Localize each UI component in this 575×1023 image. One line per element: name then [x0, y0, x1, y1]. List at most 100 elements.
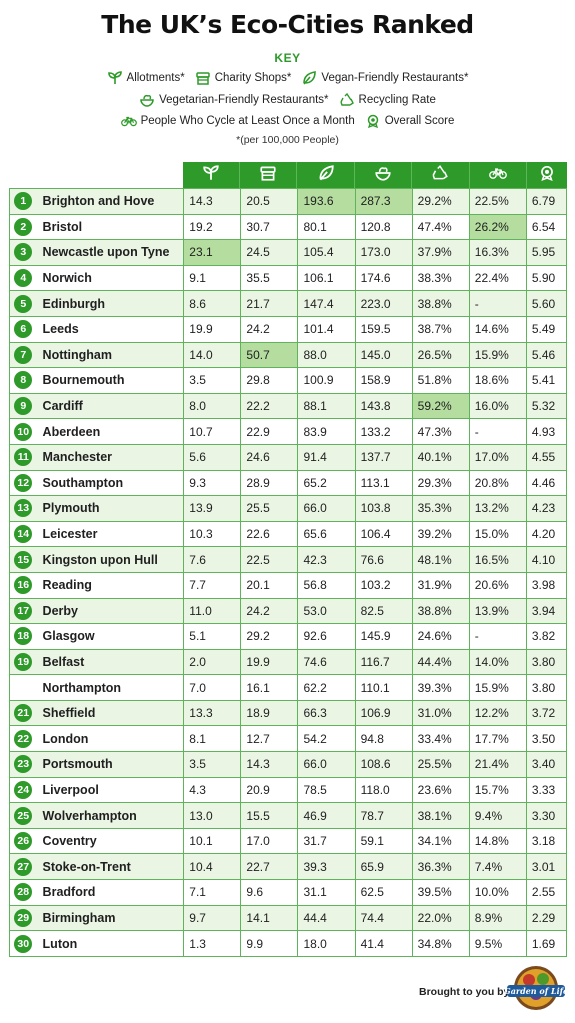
value-cell: 76.6 [354, 546, 413, 573]
city-name: Plymouth [36, 495, 185, 522]
value-cell: 15.5 [240, 802, 299, 829]
value-cell: 15.9% [468, 341, 527, 369]
city-name: Edinburgh [36, 290, 185, 317]
value-cell: 3.98 [525, 571, 568, 599]
table-row: 24 Liverpool 4.3 20.9 78.5 118.0 23.6% 15.7% 3.3… [8, 776, 568, 804]
value-cell: 22.5 [240, 546, 299, 573]
value-cell: 22.2 [240, 392, 299, 420]
value-cell: 38.3% [411, 264, 470, 292]
value-cell: 91.4 [297, 443, 356, 471]
city-name: Newcastle upon Tyne [36, 239, 185, 266]
value-cell: 16.5% [468, 546, 527, 573]
value-cell: - [468, 418, 527, 445]
value-cell: 48.1% [411, 546, 470, 573]
value-cell: 25.5 [240, 495, 299, 522]
value-cell: 47.4% [411, 213, 470, 241]
value-cell: 74.6 [297, 648, 356, 676]
rank-cell: 25 [8, 802, 37, 829]
key-label: People Who Cycle at Least Once a Month [140, 115, 355, 127]
value-cell: 22.6 [240, 520, 299, 548]
value-cell: 37.9% [411, 239, 470, 266]
value-cell: 120.8 [354, 213, 413, 241]
key-row-1: Allotments* Charity Shops* Vegan-Friendl… [0, 71, 575, 85]
value-cell: 5.32 [525, 392, 568, 420]
city-name: London [36, 725, 185, 753]
value-cell: 159.5 [354, 315, 413, 343]
value-cell: 65.2 [297, 469, 356, 497]
value-cell: 39.3% [411, 674, 470, 701]
city-name: Belfast [36, 648, 185, 676]
column-header-recycling [412, 162, 470, 188]
key-label: Vegetarian-Friendly Restaurants* [159, 94, 329, 106]
city-name: Bradford [36, 879, 185, 906]
rank-badge: 3 [14, 243, 33, 262]
column-header-allotments [183, 162, 240, 188]
value-cell: 16.0% [468, 392, 527, 420]
value-cell: 3.94 [525, 597, 568, 625]
rank-badge: 10 [14, 422, 33, 441]
value-cell: 5.60 [525, 290, 568, 317]
rank-badge: 6 [14, 320, 33, 339]
value-cell: 4.23 [525, 495, 568, 522]
rank-cell: 16 [8, 571, 37, 599]
rank-cell: 6 [8, 315, 37, 343]
value-cell: 31.1 [297, 879, 356, 906]
rank-cell: 2 [8, 213, 37, 241]
value-cell: 5.6 [183, 443, 242, 471]
value-cell: 12.2% [468, 699, 527, 727]
rank-badge: 15 [14, 550, 33, 569]
rank-badge: 24 [14, 780, 33, 799]
key-item-vegetarian: Vegetarian-Friendly Restaurants* [139, 93, 329, 107]
value-cell: 110.1 [354, 674, 413, 701]
value-cell: 106.4 [354, 520, 413, 548]
value-cell: 9.9 [240, 930, 299, 957]
rank-cell: 15 [8, 546, 37, 573]
table-row: 29 Birmingham 9.7 14.1 44.4 74.4 22.0% 8.9% 2.29 [8, 904, 568, 932]
value-cell: 3.30 [525, 802, 568, 829]
value-cell: 15.9% [468, 674, 527, 701]
value-cell: 35.3% [411, 495, 470, 522]
leaf-icon [301, 71, 317, 85]
value-cell: 24.6 [240, 443, 299, 471]
table-row: 19 Belfast 2.0 19.9 74.6 116.7 44.4% 14.0% 3.80 [8, 648, 568, 676]
key-item-allotments: Allotments* [107, 71, 185, 85]
value-cell: 7.0 [183, 674, 242, 701]
value-cell: 38.1% [411, 802, 470, 829]
rank-badge: 11 [14, 448, 33, 467]
value-cell: 5.41 [525, 367, 568, 394]
value-cell: 46.9 [297, 802, 356, 829]
value-cell: 21.4% [468, 751, 527, 778]
value-cell: 14.8% [468, 827, 527, 855]
column-header-vegetarian [355, 162, 413, 188]
table-row: 5 Edinburgh 8.6 21.7 147.4 223.0 38.8% -5.60 [8, 290, 568, 317]
rank-cell: 27 [8, 853, 37, 881]
award-icon [538, 165, 556, 186]
value-cell: 17.7% [468, 725, 527, 753]
value-cell: 31.7 [297, 827, 356, 855]
value-cell: 133.2 [354, 418, 413, 445]
city-name: Portsmouth [36, 751, 185, 778]
rank-badge: 17 [14, 601, 33, 620]
rank-cell: 23 [8, 751, 37, 778]
value-cell: 66.0 [297, 751, 356, 778]
value-cell: 6.54 [525, 213, 568, 241]
city-name: Cardiff [36, 392, 185, 420]
value-cell: 38.7% [411, 315, 470, 343]
table-row: 11 Manchester 5.6 24.6 91.4 137.7 40.1% 17.0% 4.… [8, 443, 568, 471]
value-cell: 10.0% [468, 879, 527, 906]
value-cell: 17.0 [240, 827, 299, 855]
rank-cell: 10 [8, 418, 37, 445]
logo-text: Garden of Life [505, 986, 567, 996]
key-note: *(per 100,000 People) [236, 134, 339, 146]
key-row-2: Vegetarian-Friendly Restaurants* Recycli… [0, 93, 575, 107]
value-cell: 10.3 [183, 520, 242, 548]
value-cell: 12.7 [240, 725, 299, 753]
column-header-cycling [470, 162, 528, 188]
rank-badge: 14 [14, 525, 33, 544]
value-cell: 24.6% [411, 623, 470, 650]
value-cell: 15.0% [468, 520, 527, 548]
value-cell: 8.0 [183, 392, 242, 420]
table-row: 3 Newcastle upon Tyne 23.1 24.5 105.4 173.0 37… [8, 239, 568, 266]
value-cell: 35.5 [240, 264, 299, 292]
rank-cell: 11 [8, 443, 37, 471]
